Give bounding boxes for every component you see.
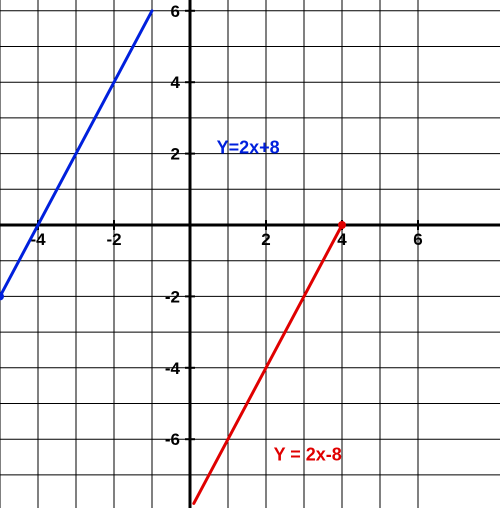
endpoint-line_red (338, 221, 346, 229)
series-label-line_red: Y = 2x-8 (274, 445, 342, 465)
linear-equations-chart: -6-4-2246-2-4-6246Y=2x+8Y = 2x-8 (0, 0, 500, 508)
y-tick-label: 4 (171, 73, 181, 92)
y-tick-label: -2 (165, 287, 180, 306)
chart-svg: -6-4-2246-2-4-6246Y=2x+8Y = 2x-8 (0, 0, 500, 508)
x-tick-label: -2 (106, 230, 121, 249)
chart-bg (0, 0, 500, 508)
x-tick-label: 6 (413, 230, 422, 249)
series-label-line_blue: Y=2x+8 (217, 138, 280, 158)
y-tick-label: -4 (165, 359, 181, 378)
y-tick-label: 6 (171, 2, 180, 21)
y-tick-label: 2 (171, 145, 180, 164)
x-tick-label: 2 (261, 230, 270, 249)
y-tick-label: -6 (165, 430, 180, 449)
